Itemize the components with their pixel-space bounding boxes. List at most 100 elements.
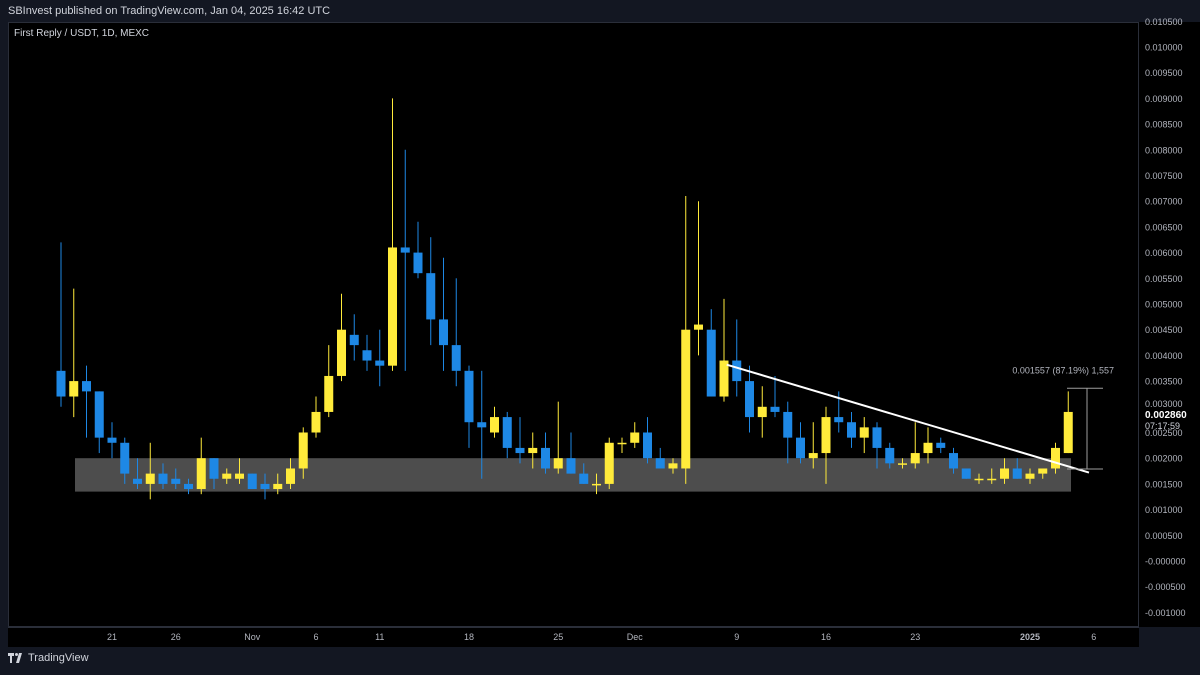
candle-body[interactable] — [158, 473, 168, 484]
candle-body[interactable] — [311, 411, 321, 433]
candle-body[interactable] — [184, 483, 193, 490]
candle-body[interactable] — [949, 453, 958, 469]
candle-body[interactable] — [783, 411, 793, 438]
candle-body[interactable] — [413, 252, 423, 274]
candle-body[interactable] — [847, 422, 856, 438]
candle-body[interactable] — [719, 360, 729, 397]
candle-body[interactable] — [910, 453, 920, 464]
publish-info: SBInvest published on TradingView.com, J… — [8, 5, 331, 17]
candle-body[interactable] — [1000, 468, 1009, 479]
candle-body[interactable] — [362, 350, 372, 361]
candle-body[interactable] — [286, 468, 295, 484]
candle-body[interactable] — [694, 324, 703, 330]
chart-pane[interactable] — [8, 22, 1139, 627]
time-tick-label: 21 — [107, 632, 117, 642]
candle-body[interactable] — [426, 273, 436, 320]
candle-body[interactable] — [668, 463, 678, 469]
candle-body[interactable] — [681, 329, 691, 469]
candle-body[interactable] — [324, 375, 334, 412]
candle-body[interactable] — [745, 381, 754, 418]
candle-body[interactable] — [94, 391, 104, 438]
candle-body[interactable] — [974, 478, 984, 481]
candle-body[interactable] — [69, 381, 79, 397]
candle-body[interactable] — [1063, 411, 1073, 454]
time-axis[interactable] — [8, 627, 1139, 647]
candle-body[interactable] — [757, 406, 767, 418]
publish-header: SBInvest published on TradingView.com, J… — [0, 0, 1200, 22]
candle-body[interactable] — [553, 458, 563, 469]
candle-body[interactable] — [388, 247, 397, 366]
candle-body[interactable] — [82, 381, 91, 392]
candle-body[interactable] — [490, 417, 499, 433]
candle-body[interactable] — [604, 442, 614, 484]
candle-body[interactable] — [247, 473, 257, 490]
candle-body[interactable] — [872, 427, 882, 448]
candle-body[interactable] — [235, 473, 244, 479]
price-tick-label: 0.010500 — [1145, 17, 1183, 27]
candle-body[interactable] — [961, 468, 971, 479]
price-tick-label: 0.006500 — [1145, 222, 1183, 232]
candle-body[interactable] — [859, 427, 869, 438]
candle-body[interactable] — [821, 417, 831, 454]
candle-body[interactable] — [222, 473, 232, 479]
candle-body[interactable] — [133, 478, 142, 484]
candle-body[interactable] — [477, 422, 487, 428]
candle-body[interactable] — [655, 458, 665, 469]
candle-body[interactable] — [400, 247, 410, 253]
candle-body[interactable] — [375, 360, 385, 366]
candle-body[interactable] — [1012, 468, 1022, 479]
candle-body[interactable] — [923, 442, 933, 454]
candle-body[interactable] — [796, 437, 805, 459]
candle-body[interactable] — [566, 458, 576, 474]
candle-body[interactable] — [439, 319, 448, 346]
candle-body[interactable] — [541, 447, 550, 469]
candle-body[interactable] — [502, 417, 512, 448]
candle-body[interactable] — [145, 473, 155, 484]
candle-body[interactable] — [630, 432, 640, 443]
price-tick-label: -0.001000 — [1145, 608, 1186, 618]
price-tick-label: -0.000500 — [1145, 582, 1186, 592]
candle-body[interactable] — [834, 417, 844, 423]
candle-body[interactable] — [337, 329, 346, 376]
price-axis[interactable] — [1139, 22, 1200, 627]
price-tick-label: -0.000000 — [1145, 557, 1186, 567]
candle-body[interactable] — [1025, 473, 1035, 479]
candle-body[interactable] — [464, 370, 474, 423]
time-tick-label: 18 — [464, 632, 474, 642]
symbol-label: First Reply / USDT, 1D, MEXC — [14, 28, 150, 39]
candle-body[interactable] — [107, 437, 117, 443]
candle-body[interactable] — [515, 447, 525, 454]
candle-body[interactable] — [898, 463, 907, 465]
candle-body[interactable] — [528, 447, 538, 454]
candle-body[interactable] — [808, 453, 818, 459]
candle-body[interactable] — [260, 483, 270, 490]
candle-body[interactable] — [592, 483, 601, 486]
candle-body[interactable] — [885, 447, 895, 464]
last-price-value: 0.002860 — [1145, 410, 1187, 421]
candle-body[interactable] — [451, 345, 461, 371]
candle-body[interactable] — [987, 478, 997, 481]
trendline[interactable] — [726, 363, 1090, 474]
price-tick-label: 0.005000 — [1145, 300, 1183, 310]
candle-body[interactable] — [732, 360, 742, 382]
candle-body[interactable] — [120, 442, 130, 474]
candle-body[interactable] — [1038, 468, 1048, 474]
price-tick-label: 0.005500 — [1145, 274, 1183, 284]
candle-body[interactable] — [196, 458, 206, 490]
candle-body[interactable] — [936, 442, 946, 448]
candle-body[interactable] — [1051, 447, 1060, 469]
price-tick-label: 0.004500 — [1145, 325, 1183, 335]
candle-body[interactable] — [617, 442, 627, 445]
candle-body[interactable] — [579, 473, 589, 484]
candle-body[interactable] — [273, 483, 283, 490]
candle-body[interactable] — [706, 329, 716, 397]
candle-body[interactable] — [349, 334, 359, 346]
candle-body[interactable] — [643, 432, 652, 459]
candle-body[interactable] — [209, 458, 219, 479]
candle-body[interactable] — [171, 478, 181, 484]
candle-body[interactable] — [298, 432, 308, 469]
tradingview-logo[interactable]: TradingView — [8, 652, 89, 664]
candle-body[interactable] — [56, 370, 66, 397]
candle-body[interactable] — [770, 406, 780, 412]
